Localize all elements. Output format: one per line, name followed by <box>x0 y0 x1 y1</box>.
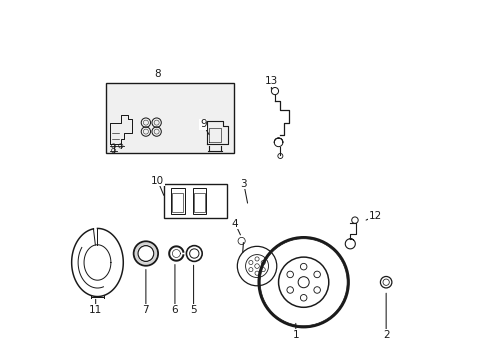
Text: 13: 13 <box>264 76 278 86</box>
Bar <box>171 188 184 214</box>
Text: 3: 3 <box>240 179 246 189</box>
Text: 7: 7 <box>142 305 149 315</box>
Text: 4: 4 <box>231 219 238 229</box>
Text: 11: 11 <box>89 305 102 315</box>
Text: 10: 10 <box>151 176 164 186</box>
Bar <box>172 193 183 212</box>
Text: 12: 12 <box>368 211 381 221</box>
Bar <box>106 83 233 153</box>
Text: 2: 2 <box>382 330 388 340</box>
Bar <box>194 193 204 212</box>
Bar <box>163 184 226 218</box>
Bar <box>192 188 206 214</box>
Text: 1: 1 <box>292 330 299 340</box>
Text: 9: 9 <box>200 120 206 129</box>
Text: 6: 6 <box>171 305 178 315</box>
Text: 5: 5 <box>190 305 197 315</box>
Text: 8: 8 <box>154 69 161 79</box>
